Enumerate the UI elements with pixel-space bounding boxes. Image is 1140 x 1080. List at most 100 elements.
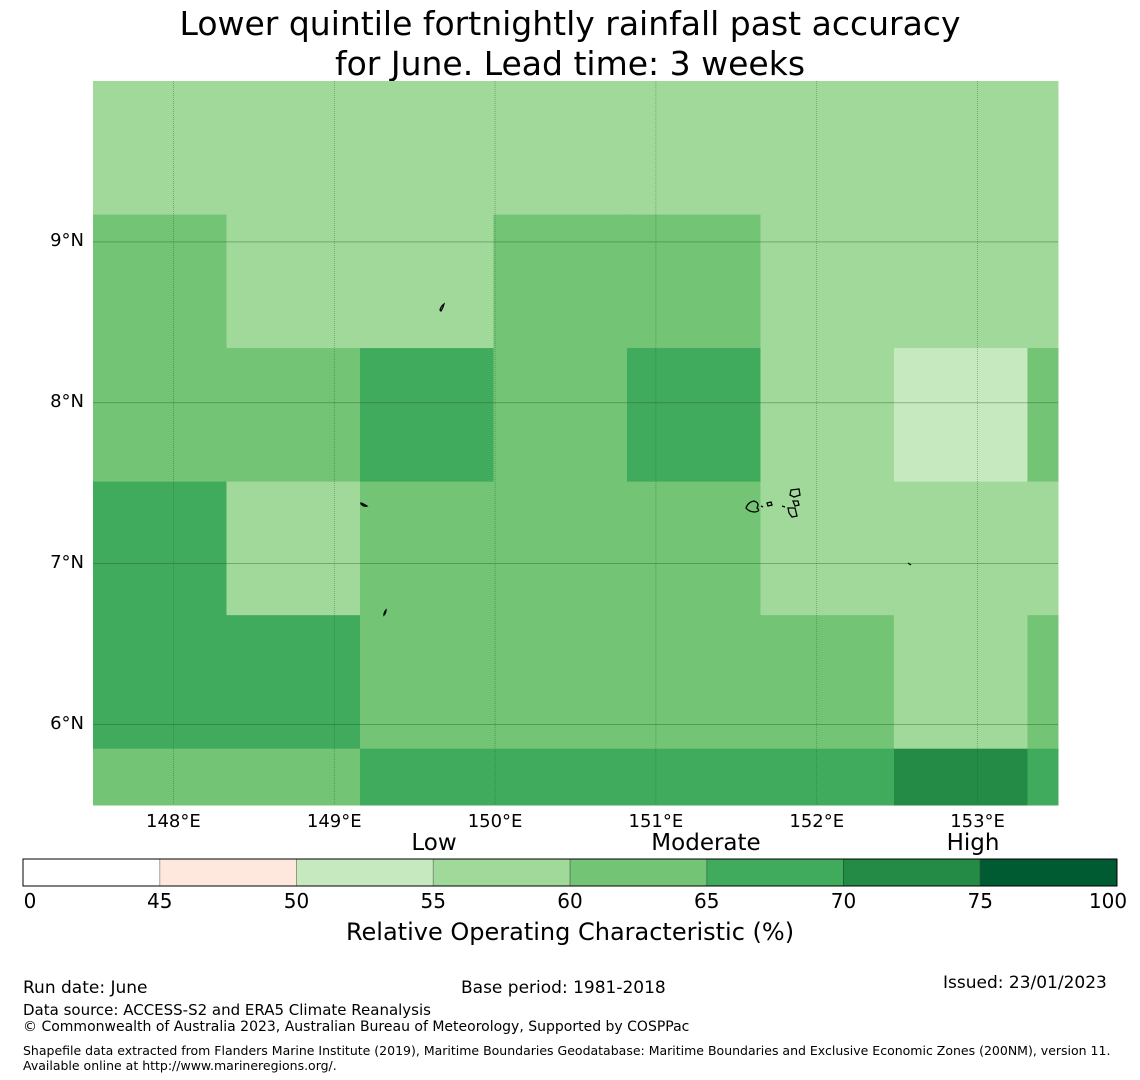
roc-cell: [893, 615, 1028, 750]
roc-cell: [359, 481, 494, 616]
roc-cell: [893, 748, 1028, 806]
category-high-label: High: [946, 830, 1000, 856]
roc-cell: [760, 348, 895, 483]
island-outline: [766, 501, 773, 507]
colorbar-tick-label: 100: [1088, 889, 1128, 913]
roc-cell: [760, 481, 895, 616]
roc-cell: [1027, 748, 1059, 806]
colorbar-segment: [23, 859, 160, 886]
issued-date: Issued: 23/01/2023: [943, 973, 1107, 993]
colorbar-tick-label: 50: [283, 889, 310, 913]
roc-cell: [760, 748, 895, 806]
title-line-2: for June. Lead time: 3 weeks: [334, 44, 806, 83]
roc-cell: [1027, 214, 1059, 349]
latitude-label: 8°N: [50, 390, 84, 412]
island-outline: [360, 502, 369, 507]
roc-cell: [226, 214, 361, 349]
title-line-1: Lower quintile fortnightly rainfall past…: [179, 4, 961, 43]
colorbar-tick-label: 70: [830, 889, 857, 913]
shapefile-credit: Shapefile data extracted from Flanders M…: [23, 1043, 1111, 1073]
roc-cell: [359, 81, 494, 216]
data-source: Data source: ACCESS-S2 and ERA5 Climate …: [23, 1001, 431, 1019]
roc-cell: [1027, 348, 1059, 483]
colorbar-tick-label: 0: [23, 889, 37, 913]
roc-cell: [1027, 81, 1059, 216]
roc-cell: [893, 214, 1028, 349]
longitude-label: 149°E: [306, 811, 362, 832]
category-moderate-label: Moderate: [651, 830, 761, 856]
graticule: [93, 81, 1058, 805]
category-low-label: Low: [411, 830, 457, 856]
island-outline: [745, 500, 760, 513]
latitude-label: 6°N: [50, 712, 84, 734]
roc-cell: [493, 615, 628, 750]
roc-cell: [626, 81, 761, 216]
run-date: Run date: June: [23, 978, 148, 998]
island-outline: [760, 505, 764, 508]
roc-cell: [893, 81, 1028, 216]
roc-cell: [359, 615, 494, 750]
roc-cell: [626, 348, 761, 483]
longitude-label: 152°E: [789, 811, 845, 832]
roc-cell: [1027, 481, 1059, 616]
roc-cell: [226, 615, 361, 750]
colorbar-segment: [980, 859, 1117, 886]
roc-cell: [226, 348, 361, 483]
roc-cell: [493, 214, 628, 349]
roc-cell: [93, 348, 227, 483]
roc-cell: [93, 214, 227, 349]
roc-cell: [626, 748, 761, 806]
colorbar-tick-label: 75: [967, 889, 993, 913]
island-outline: [787, 507, 798, 518]
latitude-label: 7°N: [50, 551, 84, 573]
coastline-islands: [360, 302, 912, 617]
roc-cell: [226, 81, 361, 216]
colorbar-segment: [843, 859, 981, 886]
roc-cell: [226, 748, 361, 806]
roc-cell: [226, 481, 361, 616]
colorbar-segment: [706, 859, 844, 886]
roc-grid-cells: [93, 81, 1059, 806]
island-outline: [907, 562, 912, 566]
colorbar-frame: [22, 858, 1118, 887]
roc-cell: [626, 481, 761, 616]
roc-cell: [626, 615, 761, 750]
roc-cell: [493, 748, 628, 806]
longitude-label: 150°E: [467, 811, 523, 832]
colorbar-segment: [570, 859, 707, 886]
colorbar-tick-label: 60: [557, 889, 583, 913]
roc-cell: [626, 214, 761, 349]
island-outline: [439, 302, 446, 313]
roc-cell: [893, 481, 1028, 616]
colorbar-segment: [296, 859, 434, 886]
longitude-label: 148°E: [146, 811, 201, 832]
colorbar-tick-label: 55: [420, 889, 446, 913]
map-title: Lower quintile fortnightly rainfall past…: [0, 4, 1140, 84]
latitude-label: 9°N: [50, 229, 84, 251]
island-outline: [383, 608, 387, 617]
roc-cell: [93, 615, 227, 750]
colorbar: [22, 858, 1118, 887]
colorbar-segment: [159, 859, 297, 886]
roc-cell: [760, 81, 895, 216]
copyright-notice: © Commonwealth of Australia 2023, Austra…: [23, 1019, 690, 1035]
roc-cell: [493, 481, 628, 616]
base-period: Base period: 1981-2018: [461, 978, 666, 998]
colorbar-title: Relative Operating Characteristic (%): [345, 918, 795, 946]
roc-cell: [359, 748, 494, 806]
roc-cell: [93, 748, 227, 806]
roc-cell: [493, 81, 628, 216]
roc-cell: [760, 214, 895, 349]
roc-cell: [1027, 615, 1059, 750]
roc-cell: [359, 348, 494, 483]
island-outline: [792, 500, 800, 507]
longitude-label: 153°E: [950, 811, 1005, 832]
roc-cell: [493, 348, 628, 483]
roc-cell: [93, 81, 227, 216]
island-outline: [781, 505, 786, 508]
roc-cell: [93, 481, 227, 616]
roc-cell: [893, 348, 1028, 483]
roc-cell: [760, 615, 895, 750]
island-outline: [789, 488, 801, 498]
